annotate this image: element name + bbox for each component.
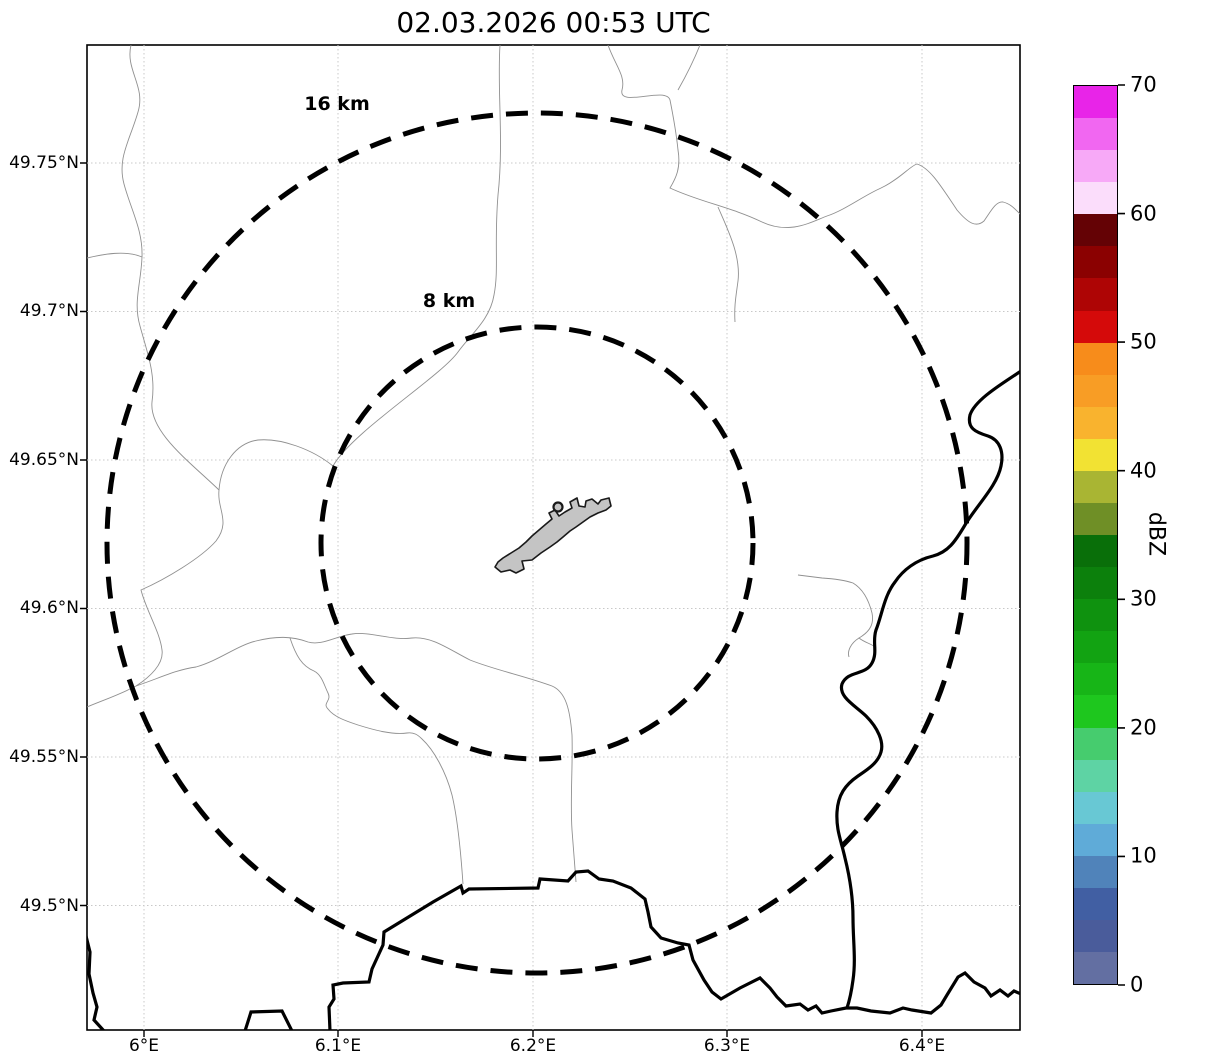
axis-ticks xyxy=(80,162,923,1037)
colorbar-tick-label: 50 xyxy=(1130,329,1157,354)
lat-tick-label: 49.6°N xyxy=(19,598,79,618)
colorbar-cell xyxy=(1074,920,1117,953)
plot-title: 02.03.2026 00:53 UTC xyxy=(396,6,711,39)
colorbar-cell xyxy=(1074,278,1117,311)
colorbar-tick-label: 10 xyxy=(1130,843,1157,868)
lon-tick-label: 6.4°E xyxy=(898,1036,946,1056)
lat-tick-label: 49.65°N xyxy=(9,450,79,470)
lat-tick-label: 49.55°N xyxy=(9,747,79,767)
colorbar-cell xyxy=(1074,86,1117,119)
border-south xyxy=(327,869,1020,1030)
range-ring-label-16km: 16 km xyxy=(304,93,370,115)
country-borders xyxy=(87,369,1020,1030)
colorbar-cell xyxy=(1074,727,1117,760)
colorbar-tick-label: 0 xyxy=(1130,972,1144,997)
lon-tick-label: 6.2°E xyxy=(509,1036,557,1056)
lon-tick-label: 6.3°E xyxy=(703,1036,751,1056)
colorbar-axis-label: dBZ xyxy=(1143,511,1169,557)
colorbar-cell xyxy=(1074,214,1117,247)
colorbar-cell xyxy=(1074,599,1117,632)
river-border-east xyxy=(835,369,1020,1009)
colorbar-cell xyxy=(1074,118,1117,151)
lon-tick-label: 6°E xyxy=(128,1036,160,1056)
colorbar-cell xyxy=(1074,952,1117,985)
colorbar-cell xyxy=(1074,631,1117,664)
colorbar-cell xyxy=(1074,663,1117,696)
colorbar-cell xyxy=(1074,438,1117,471)
radar-site-marker xyxy=(552,501,564,513)
lat-tick-label: 49.75°N xyxy=(9,153,79,173)
colorbar-tick-label: 30 xyxy=(1130,586,1157,611)
colorbar-tick-label: 60 xyxy=(1130,201,1157,226)
colorbar-cell xyxy=(1074,246,1117,279)
lat-tick-label: 49.7°N xyxy=(19,301,79,321)
colorbar-cell xyxy=(1074,342,1117,375)
range-ring-8km xyxy=(318,324,756,762)
colorbar-cell xyxy=(1074,374,1117,407)
airport-outline xyxy=(494,497,612,574)
range-rings xyxy=(104,110,970,976)
colorbar-cell xyxy=(1074,791,1117,824)
lat-tick-label: 49.5°N xyxy=(19,896,79,916)
range-ring-label-8km: 8 km xyxy=(422,290,476,312)
border-southwest-corner xyxy=(87,935,106,1030)
lon-tick-label: 6.1°E xyxy=(314,1036,362,1056)
colorbar-cell xyxy=(1074,470,1117,504)
colorbar-cell xyxy=(1074,535,1117,568)
colorbar-cell xyxy=(1074,310,1117,343)
colorbar-cell xyxy=(1074,887,1117,921)
border-bump xyxy=(243,1009,294,1030)
colorbar-tick-label: 20 xyxy=(1130,715,1157,740)
colorbar-cell xyxy=(1074,823,1117,856)
colorbar-ticks xyxy=(1118,84,1125,986)
range-ring-16km xyxy=(104,110,970,976)
admin-borders xyxy=(87,45,1020,885)
colorbar-tick-label: 40 xyxy=(1130,458,1157,483)
colorbar-cell xyxy=(1074,503,1117,536)
colorbar-cell xyxy=(1074,759,1117,792)
colorbar-cell xyxy=(1074,406,1117,439)
colorbar-cell xyxy=(1074,567,1117,600)
colorbar-cell xyxy=(1074,855,1117,888)
colorbar-cell xyxy=(1074,150,1117,183)
colorbar-tick-label: 70 xyxy=(1130,72,1157,97)
colorbar xyxy=(1073,85,1118,985)
colorbar-cell xyxy=(1074,182,1117,215)
colorbar-cell xyxy=(1074,695,1117,728)
